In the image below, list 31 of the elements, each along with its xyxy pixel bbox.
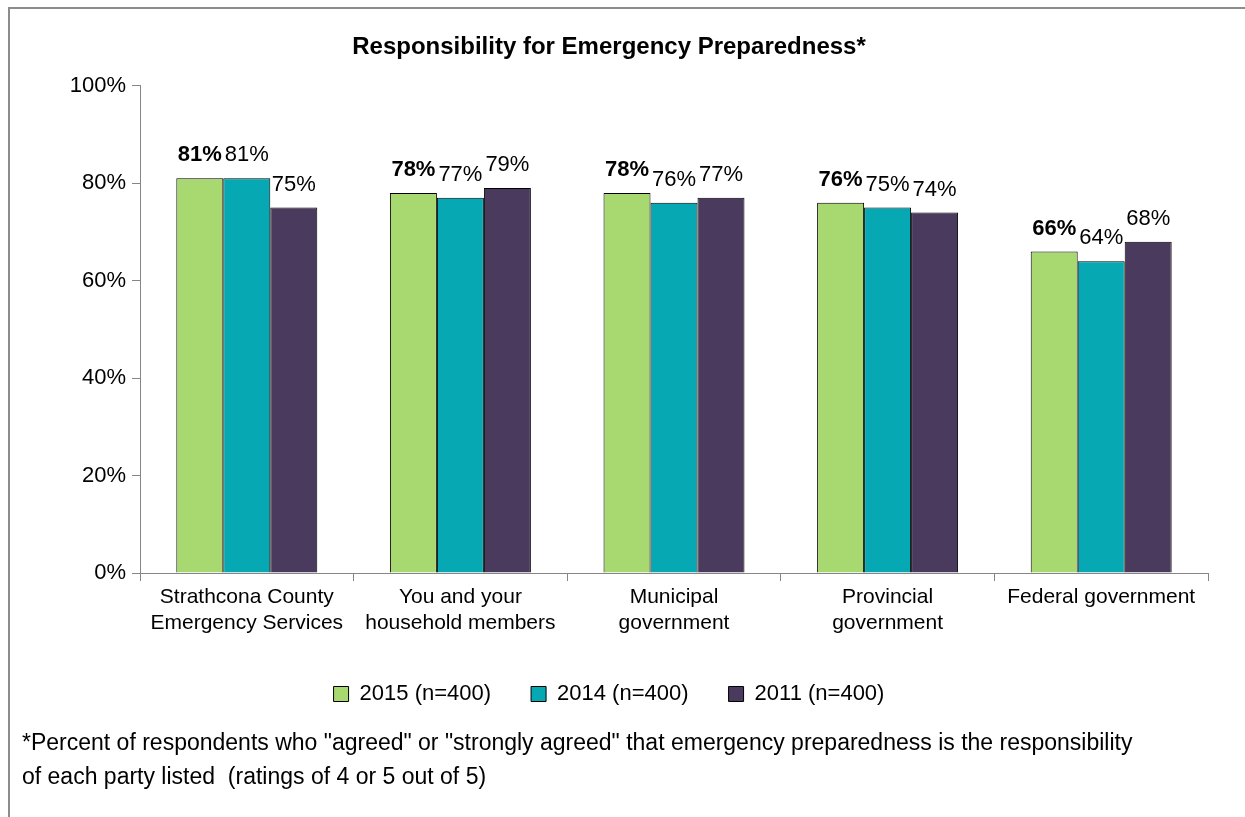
x-tick-label: Federal government	[1007, 584, 1196, 608]
data-label: 75%	[271, 170, 316, 196]
y-tick-label: 20%	[81, 461, 126, 487]
chart-title: Responsibility for Emergency Preparedness*	[352, 32, 867, 60]
y-tick-label: 0%	[94, 559, 126, 585]
data-label: 81%	[224, 141, 269, 167]
data-label: 66%	[1032, 214, 1077, 240]
y-tick-label: 80%	[81, 169, 126, 195]
x-tick-label: Municipal government	[618, 584, 730, 633]
data-label: 81%	[177, 141, 222, 167]
data-label: 77%	[698, 160, 744, 186]
text: *Percent of respondents who "agreed" or "strongly agreed" that emergency preparedness is the responsibility of each party listed (ratings of 4 or 5 out of 5)	[22, 728, 1134, 791]
y-tick-label: 40%	[81, 364, 126, 390]
data-label: 74%	[912, 175, 957, 201]
legend-label: 2011 (n=400)	[754, 680, 885, 706]
legend-label: 2015 (n=400)	[359, 680, 492, 706]
data-label: 78%	[604, 156, 650, 182]
data-label: 76%	[651, 165, 697, 191]
x-tick-label: Strathcona County Emergency Services	[150, 584, 344, 633]
x-tick-label: Provincial government	[832, 584, 944, 633]
data-label: 64%	[1079, 224, 1124, 250]
data-label: 76%	[818, 165, 863, 191]
data-label: 68%	[1126, 204, 1171, 230]
data-label: 78%	[391, 156, 436, 182]
legend-label: 2014 (n=400)	[557, 680, 689, 706]
data-label: 77%	[438, 160, 483, 186]
data-label: 75%	[865, 170, 910, 196]
data-label: 79%	[485, 151, 530, 177]
y-tick-label: 100%	[69, 71, 126, 97]
x-tick-label: You and your household members	[365, 584, 556, 633]
y-tick-label: 60%	[81, 266, 126, 292]
